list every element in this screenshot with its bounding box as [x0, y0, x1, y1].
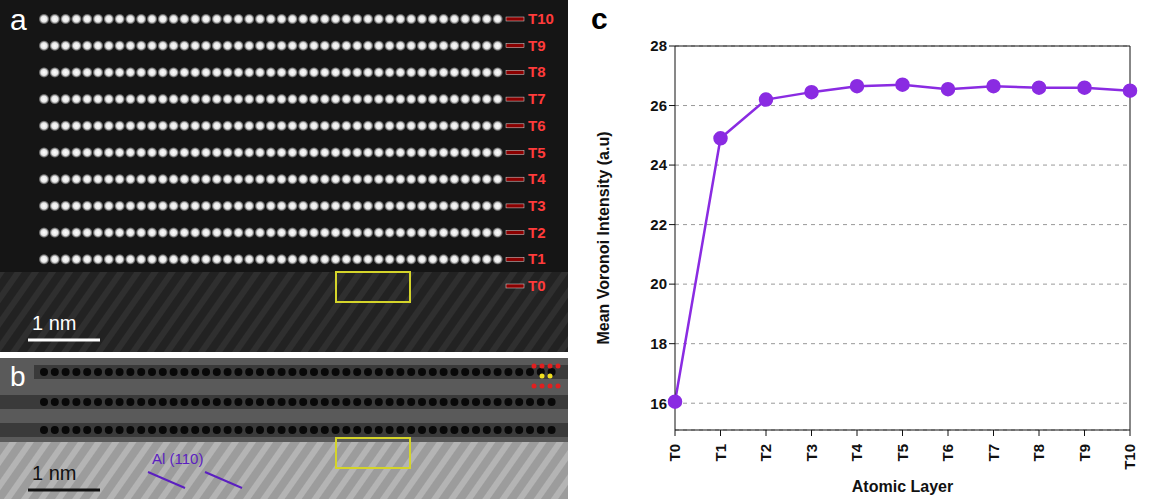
svg-text:T4: T4 [848, 443, 865, 461]
svg-text:T8: T8 [528, 63, 546, 80]
svg-text:T3: T3 [528, 197, 546, 214]
svg-text:T4: T4 [528, 170, 546, 187]
svg-text:T6: T6 [528, 117, 546, 134]
svg-text:b: b [10, 361, 26, 392]
svg-text:T6: T6 [939, 444, 956, 462]
svg-text:Atomic Layer: Atomic Layer [852, 478, 953, 495]
svg-text:T2: T2 [528, 224, 546, 241]
svg-text:16: 16 [650, 395, 667, 412]
svg-text:T5: T5 [894, 444, 911, 462]
svg-text:T10: T10 [1121, 444, 1138, 470]
svg-text:T7: T7 [985, 444, 1002, 462]
svg-text:18: 18 [650, 335, 667, 352]
html-text:c: c [591, 2, 608, 35]
svg-text:20: 20 [650, 275, 667, 292]
svg-text:28: 28 [650, 37, 667, 54]
svg-text:T2: T2 [757, 444, 774, 462]
svg-text:T5: T5 [528, 144, 546, 161]
svg-text:T1: T1 [712, 444, 729, 462]
svg-text:Al (110): Al (110) [152, 450, 203, 467]
svg-text:22: 22 [650, 216, 667, 233]
svg-text:T10: T10 [528, 10, 554, 27]
svg-text:Mean Voronoi Intensity (a.u): Mean Voronoi Intensity (a.u) [595, 131, 612, 344]
svg-text:1 nm: 1 nm [32, 312, 76, 334]
svg-text:T1: T1 [528, 250, 546, 267]
svg-text:26: 26 [650, 97, 667, 114]
svg-text:1 nm: 1 nm [32, 462, 76, 484]
svg-text:T0: T0 [528, 277, 546, 294]
svg-text:24: 24 [650, 156, 667, 173]
svg-text:T9: T9 [1076, 444, 1093, 462]
svg-text:T9: T9 [528, 37, 546, 54]
svg-text:T8: T8 [1030, 444, 1047, 462]
svg-text:T3: T3 [803, 444, 820, 462]
svg-text:a: a [10, 3, 27, 36]
svg-text:T0: T0 [666, 444, 683, 462]
svg-text:T7: T7 [528, 90, 546, 107]
